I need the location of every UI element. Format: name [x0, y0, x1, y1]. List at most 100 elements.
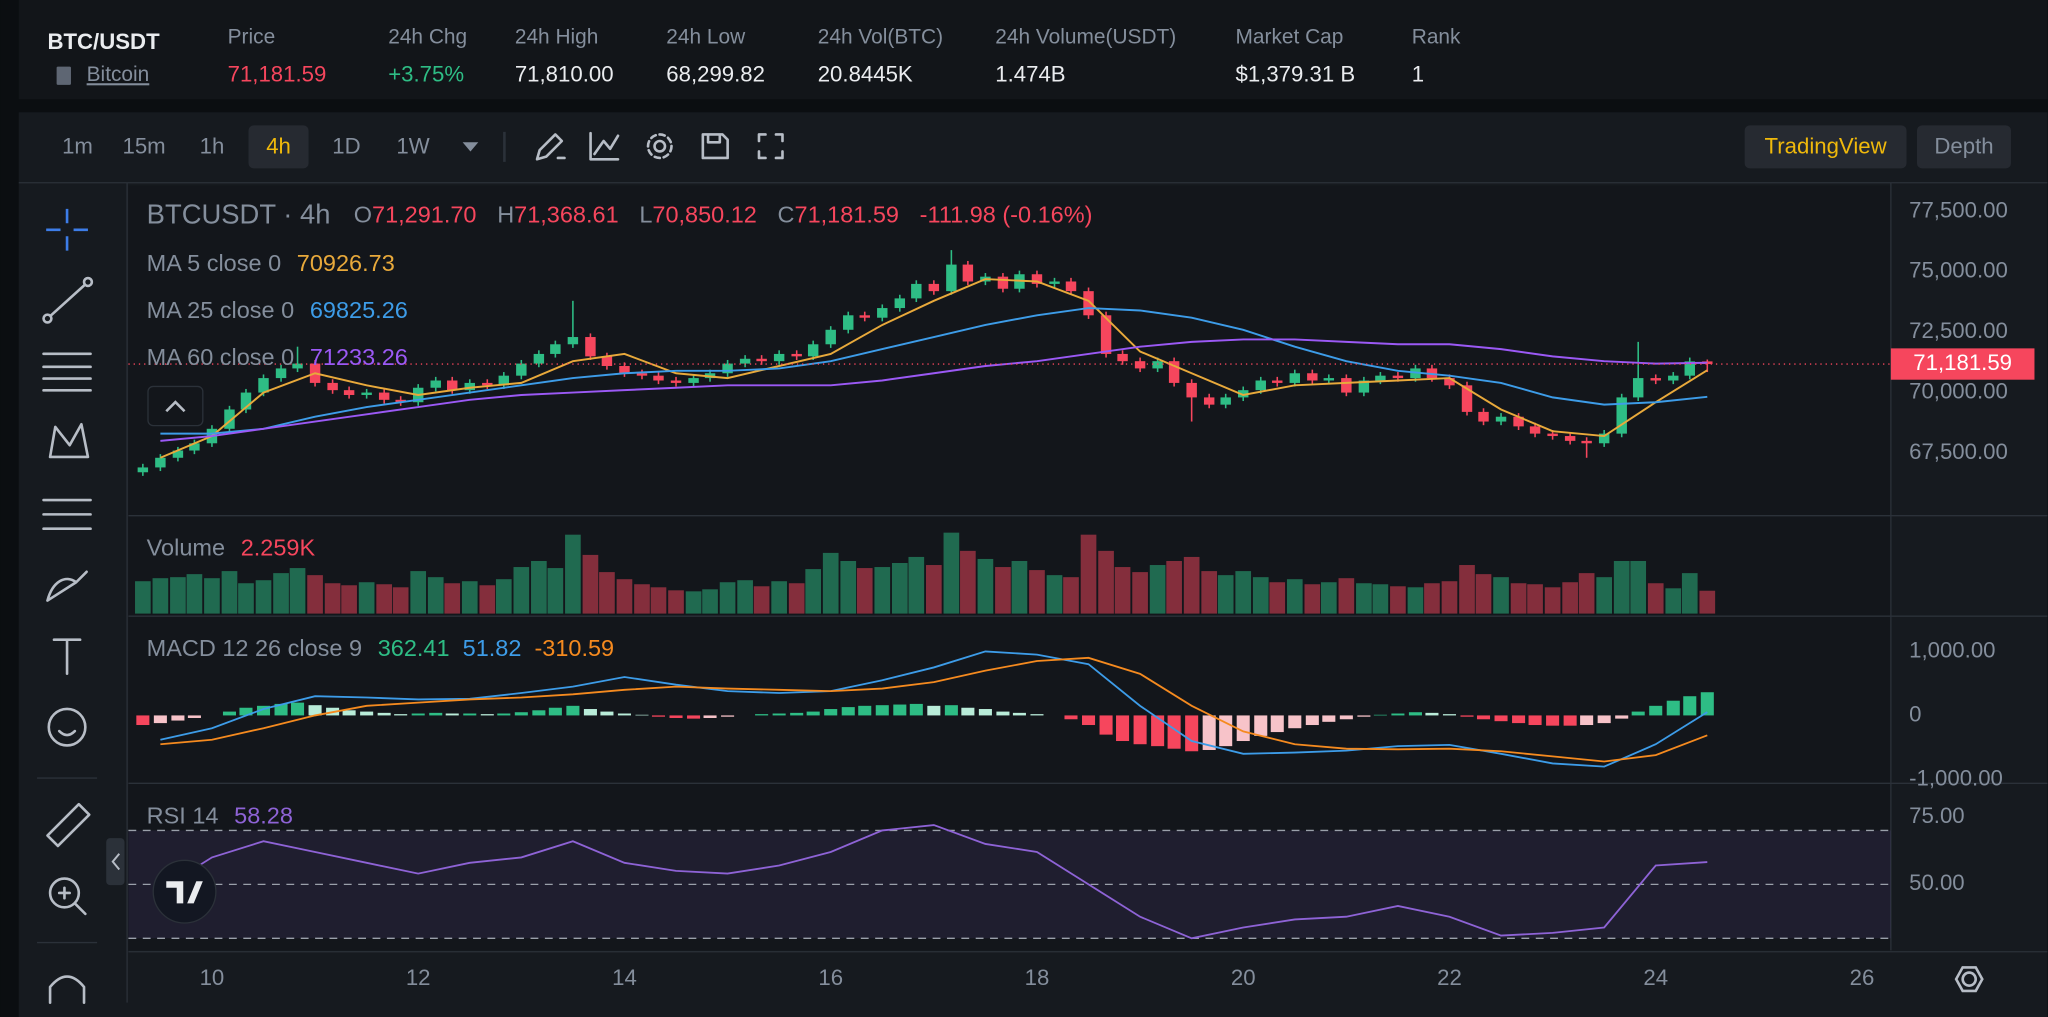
macd-bar [1391, 713, 1405, 716]
volume-bar [1441, 581, 1458, 614]
y-tick-label: 70,000.00 [1909, 378, 2008, 403]
volume-bar [616, 579, 633, 614]
candle-body [1478, 411, 1489, 422]
candle-body [1238, 390, 1249, 398]
settings-icon[interactable] [653, 139, 667, 153]
coin-name[interactable]: Bitcoin [87, 63, 150, 86]
candle-body [258, 378, 269, 393]
emoji-tool[interactable] [47, 707, 87, 747]
volume-bar [1098, 550, 1114, 614]
parallel-tool[interactable] [42, 352, 92, 392]
volume-bar [1630, 560, 1647, 614]
candle-body [1255, 380, 1266, 391]
macd-bar [1580, 715, 1594, 726]
candle-body [1444, 378, 1455, 386]
macd-bar [1099, 715, 1113, 735]
candle-body [636, 373, 648, 376]
candle-body [1358, 380, 1370, 393]
collapse-legend[interactable] [147, 385, 204, 427]
zoom-plus [57, 886, 87, 916]
macd-bar [566, 705, 580, 716]
macd-bar [532, 710, 546, 716]
candle-body [859, 315, 870, 318]
macd-bar [721, 715, 735, 717]
candle-body [567, 337, 579, 345]
tv-logo[interactable] [152, 859, 217, 924]
macd-bar [703, 715, 717, 718]
interval[interactable]: 1D [332, 133, 360, 158]
sidebar-toggle[interactable] [106, 838, 125, 886]
candle-body [533, 353, 545, 364]
macd-bar [1631, 711, 1645, 716]
text-tool[interactable] [52, 638, 82, 675]
volume-bar [221, 571, 238, 614]
volume-bar [1201, 571, 1218, 614]
volume-bar [685, 591, 702, 614]
series-name: MA 60 close 0 [147, 344, 295, 370]
stat-label: Market Cap [1235, 25, 1343, 48]
volume-bar [307, 575, 323, 614]
stat-value: $1,379.31 B [1235, 62, 1355, 87]
volume-bar [702, 589, 718, 614]
volume-bar [376, 584, 393, 614]
volume-bar [599, 572, 615, 614]
interval[interactable]: 15m [122, 133, 165, 158]
depth-button[interactable] [1916, 125, 2011, 169]
collapse-chevron [165, 400, 186, 413]
candle-body [1650, 378, 1661, 381]
legend-value: 70,850.12 [652, 202, 756, 228]
macd-bar [669, 715, 683, 718]
candle-body [1632, 378, 1644, 398]
rsi-value: 58.28 [234, 802, 293, 828]
macd-bar [1030, 714, 1044, 716]
volume-bar [1356, 583, 1372, 614]
volume-bar [650, 587, 667, 614]
volume-bar [634, 584, 650, 614]
ruler-tool[interactable] [46, 802, 91, 848]
rsi-name: RSI 14 [147, 802, 219, 828]
volume-bar [977, 558, 994, 614]
candle-body [292, 363, 303, 369]
interval-dropdown[interactable] [462, 142, 479, 152]
draw-icon[interactable] [535, 133, 566, 161]
macd-bar [1012, 712, 1026, 716]
macd-bar [1339, 715, 1353, 720]
axis-settings[interactable] [1961, 971, 1978, 987]
volume-bar [461, 581, 478, 614]
save-icon[interactable] [701, 133, 729, 160]
interval[interactable]: 1h [200, 133, 225, 158]
interval[interactable]: 1W [396, 133, 429, 158]
candle-body [1031, 274, 1043, 284]
pattern-tool[interactable] [48, 422, 90, 459]
zoom-tool[interactable] [48, 877, 81, 909]
candle-body [1598, 433, 1610, 444]
macd-line [160, 650, 1708, 768]
indicator-icon[interactable] [589, 131, 620, 161]
tradingview-button[interactable] [1744, 125, 1907, 169]
volume-bar [1011, 560, 1028, 614]
interval[interactable]: 1m [62, 133, 93, 158]
ma-legend: MA 5 close 0 70926.73 [147, 250, 395, 276]
macd-bar [1683, 696, 1697, 716]
emoji-smile [57, 729, 77, 737]
interval-active[interactable]: 4h [266, 133, 291, 158]
macd-bar [651, 715, 666, 717]
fib-tool[interactable] [42, 498, 92, 531]
macd-bar [1185, 715, 1199, 752]
crosshair-tool[interactable] [46, 208, 88, 251]
y-tick-label: -1,000.00 [1909, 765, 2003, 790]
volume-bar [1149, 565, 1166, 614]
macd-bar [1425, 712, 1439, 716]
line-tool[interactable] [46, 280, 90, 320]
candle-body [601, 356, 613, 367]
macd-bar [1460, 715, 1474, 717]
fullscreen-icon[interactable] [757, 133, 784, 160]
macd-bar [1219, 715, 1233, 747]
toolbar: 1m 15m 1h 4h 1D 1W TradingView Depth [62, 125, 2011, 169]
brush-tool[interactable] [46, 570, 88, 602]
x-tick-label: 24 [1643, 965, 1668, 990]
candle-body [1547, 433, 1558, 437]
volume-bar [410, 571, 427, 614]
magnet-tool[interactable] [48, 975, 86, 1004]
volume-value: 2.259K [241, 535, 316, 561]
